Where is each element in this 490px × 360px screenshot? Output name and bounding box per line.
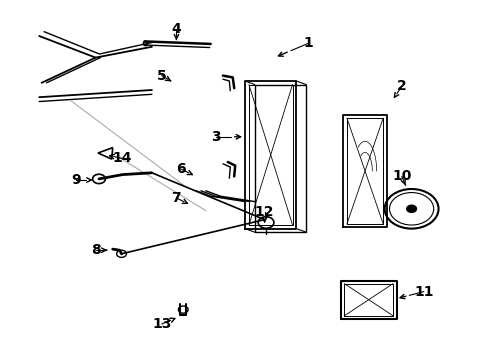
Text: 7: 7 xyxy=(172,191,181,205)
Text: 4: 4 xyxy=(172,22,181,36)
Text: 9: 9 xyxy=(71,173,81,187)
Text: 1: 1 xyxy=(304,36,314,50)
Circle shape xyxy=(407,205,416,212)
Text: 14: 14 xyxy=(113,152,132,165)
Text: 12: 12 xyxy=(255,206,274,219)
Text: 8: 8 xyxy=(91,243,100,257)
Text: 5: 5 xyxy=(157,69,167,82)
Text: 13: 13 xyxy=(152,317,172,331)
Text: 11: 11 xyxy=(414,285,434,298)
Text: 3: 3 xyxy=(211,130,220,144)
Text: 6: 6 xyxy=(176,162,186,176)
Text: 2: 2 xyxy=(397,80,407,93)
Text: 10: 10 xyxy=(392,170,412,183)
